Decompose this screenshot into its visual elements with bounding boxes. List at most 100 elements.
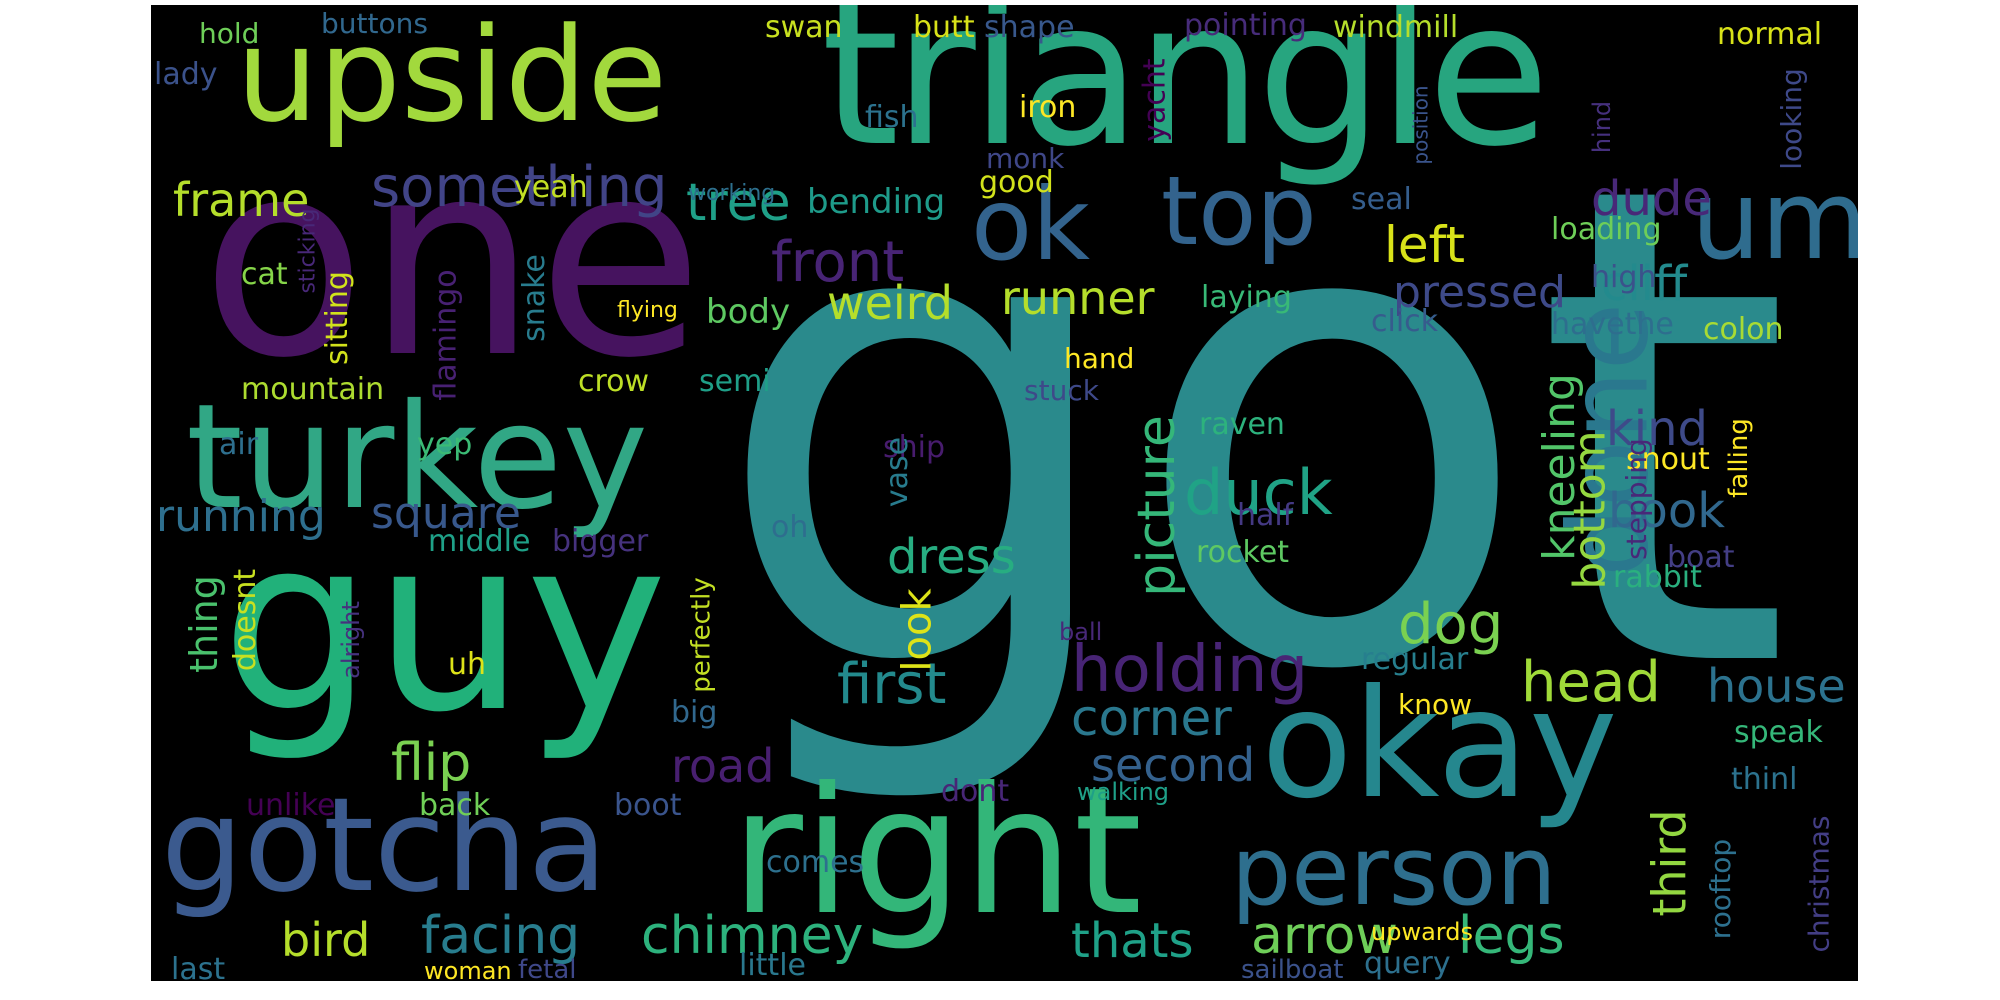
word: look: [894, 588, 941, 672]
word: hand: [1064, 342, 1135, 375]
word: iron: [1019, 90, 1077, 125]
word: cat: [241, 257, 288, 292]
word: kind: [1606, 401, 1709, 457]
word: semi: [699, 364, 771, 399]
word: holding: [1071, 633, 1309, 707]
word: hind: [1588, 100, 1617, 154]
word: click: [1371, 304, 1439, 339]
word: hold: [199, 17, 260, 50]
word: yep: [417, 427, 473, 462]
word: woman: [424, 957, 512, 981]
word: chimney: [641, 906, 864, 966]
word: running: [156, 491, 326, 542]
word: lady: [154, 57, 218, 92]
word: dude: [1591, 171, 1712, 227]
word: laying: [1201, 280, 1292, 315]
word: shape: [984, 10, 1075, 45]
word: corner: [1071, 689, 1232, 747]
word: alright: [336, 601, 365, 679]
word: something: [371, 155, 668, 220]
word: normal: [1717, 17, 1823, 52]
word: perfectly: [686, 577, 717, 693]
word: legs: [1458, 906, 1565, 966]
word: yeah: [514, 170, 588, 205]
word: first: [837, 652, 947, 717]
word: pointing: [1184, 8, 1307, 43]
word: buttons: [321, 7, 428, 40]
word: frame: [173, 173, 310, 227]
word: one: [201, 102, 704, 417]
word: got: [711, 45, 1793, 814]
word: havethe: [1551, 307, 1674, 342]
word: sailboat: [1241, 955, 1344, 981]
word: dog: [1398, 592, 1504, 657]
word: colon: [1703, 312, 1784, 347]
word: third: [1642, 809, 1697, 917]
word: snout: [1626, 442, 1710, 477]
word: body: [706, 292, 791, 332]
word: oh: [771, 510, 809, 545]
word: okay: [1261, 658, 1618, 832]
word: top: [1161, 157, 1317, 267]
word: loading: [1551, 212, 1662, 247]
word: fetal: [518, 955, 577, 981]
word: walking: [1077, 778, 1170, 806]
word: seal: [1351, 182, 1412, 217]
word: gotcha: [161, 769, 608, 921]
word: book: [1608, 483, 1725, 539]
word: rocket: [1196, 535, 1290, 570]
word: unlike: [246, 788, 336, 823]
word: back: [419, 788, 491, 823]
word: duck: [1184, 456, 1333, 529]
word: triangle: [821, 5, 1550, 191]
word: boot: [614, 788, 682, 823]
word: last: [171, 952, 226, 982]
word: road: [671, 739, 775, 793]
word: air: [219, 427, 259, 462]
word: guy: [221, 485, 668, 765]
word-cloud: got one triangle upside guy turkey right…: [151, 5, 1858, 981]
word: falling: [1723, 418, 1754, 498]
word: know: [1398, 688, 1472, 721]
word: um: [1691, 156, 1858, 284]
word: butt: [913, 10, 975, 45]
word: fish: [865, 100, 919, 135]
word: regular: [1361, 642, 1469, 677]
word: ship: [883, 430, 946, 465]
word: thing: [181, 575, 226, 673]
word: sitting: [319, 271, 355, 365]
word: windmill: [1333, 10, 1459, 45]
word: upwards: [1371, 918, 1473, 946]
word: crow: [578, 364, 650, 399]
word: half: [1237, 498, 1294, 533]
word: sticking: [295, 208, 321, 294]
word: good: [979, 165, 1054, 200]
word: flamingo: [428, 269, 464, 401]
word: working: [688, 181, 776, 206]
word: mountain: [241, 372, 385, 407]
word: yacht: [1137, 58, 1173, 142]
word: runner: [1001, 271, 1155, 325]
word: dont: [941, 774, 1010, 809]
word: monk: [986, 142, 1065, 175]
word: bird: [281, 913, 371, 967]
word: ok: [971, 166, 1091, 283]
word: turkey: [186, 373, 649, 542]
word: tree: [686, 173, 791, 233]
word: square: [371, 488, 521, 539]
word: weird: [827, 276, 954, 330]
word: boat: [1667, 540, 1735, 575]
word: high: [1591, 260, 1657, 295]
word: query: [1364, 946, 1451, 981]
word: bigger: [552, 524, 649, 559]
word: dress: [887, 529, 1016, 585]
word: raven: [1199, 407, 1285, 442]
word: house: [1707, 659, 1846, 713]
word: flying: [617, 298, 678, 323]
word: comes: [766, 845, 865, 880]
word: front: [771, 230, 905, 295]
word: thats: [1071, 913, 1194, 969]
word: doesnt: [228, 568, 264, 672]
word: stepping: [1619, 438, 1653, 560]
word: thinl: [1731, 762, 1798, 797]
